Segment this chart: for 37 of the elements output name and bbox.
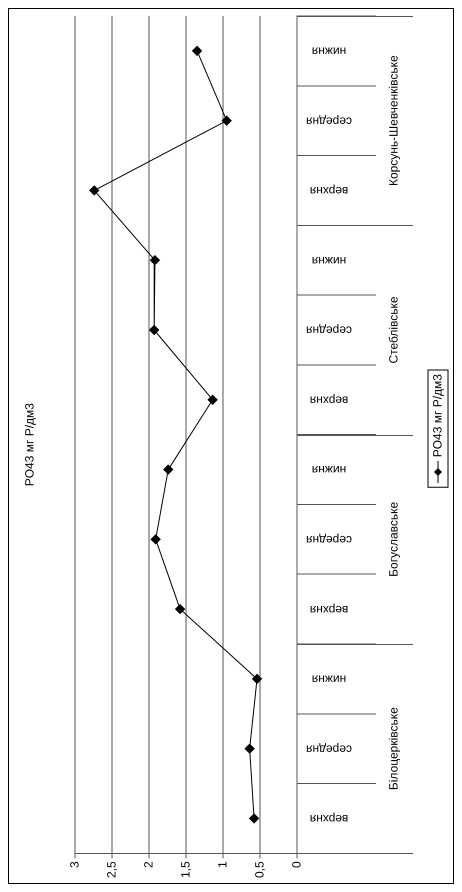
point bbox=[252, 674, 262, 684]
text: Стеблівське bbox=[386, 296, 400, 364]
x-tick-label: 0,5 bbox=[252, 861, 266, 878]
point bbox=[222, 116, 232, 126]
x-tick-label: 3 bbox=[67, 861, 82, 868]
point bbox=[208, 394, 218, 405]
point bbox=[149, 324, 160, 335]
x-tick-label: 2,5 bbox=[104, 861, 118, 878]
point bbox=[150, 255, 160, 266]
x-tick-label: 1,5 bbox=[178, 861, 192, 878]
y-tick-label: верхня bbox=[310, 812, 348, 826]
y-tick-label: верхня bbox=[310, 184, 348, 198]
y-tick-label: середня bbox=[306, 324, 352, 338]
text: PO43 мг P/дм3 bbox=[22, 402, 36, 486]
text: Білоцерківське bbox=[386, 706, 400, 790]
text: PO43 мг P/дм3 bbox=[430, 374, 444, 458]
x-tick-label: 2 bbox=[141, 861, 156, 868]
point bbox=[192, 46, 202, 56]
x-tick-label: 0 bbox=[289, 861, 304, 868]
y-tick-label: нижня bbox=[312, 672, 346, 687]
point bbox=[89, 185, 100, 196]
text: Корсунь-Шевченківське bbox=[386, 54, 400, 186]
y-tick-label: верхня bbox=[310, 393, 348, 408]
y-tick-label: середня bbox=[306, 533, 352, 548]
y-tick-label: нижня bbox=[312, 463, 346, 478]
point bbox=[249, 813, 260, 824]
point bbox=[163, 464, 174, 475]
y-tick-label: нижня bbox=[312, 254, 346, 268]
y-tick-label: середня bbox=[306, 742, 352, 756]
point bbox=[244, 744, 255, 754]
y-tick-label: верхня bbox=[310, 602, 348, 617]
point bbox=[175, 604, 186, 614]
y-tick-label: нижня bbox=[312, 44, 346, 59]
point bbox=[150, 534, 161, 544]
y-tick-label: середня bbox=[306, 114, 352, 128]
x-tick-label: 1 bbox=[215, 861, 230, 868]
text: Богуславське bbox=[386, 501, 400, 577]
